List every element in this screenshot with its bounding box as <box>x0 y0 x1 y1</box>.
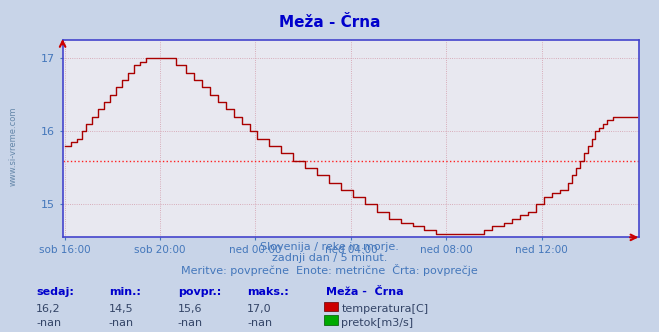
Text: www.si-vreme.com: www.si-vreme.com <box>9 106 18 186</box>
Text: 14,5: 14,5 <box>109 304 133 314</box>
Text: -nan: -nan <box>247 318 272 328</box>
Text: 16,2: 16,2 <box>36 304 61 314</box>
Text: -nan: -nan <box>178 318 203 328</box>
Text: povpr.:: povpr.: <box>178 287 221 297</box>
Text: zadnji dan / 5 minut.: zadnji dan / 5 minut. <box>272 253 387 263</box>
Text: temperatura[C]: temperatura[C] <box>341 304 428 314</box>
Text: Slovenija / reke in morje.: Slovenija / reke in morje. <box>260 242 399 252</box>
Text: -nan: -nan <box>36 318 61 328</box>
Text: Meža -  Črna: Meža - Črna <box>326 287 404 297</box>
Text: Meža - Črna: Meža - Črna <box>279 15 380 30</box>
Text: pretok[m3/s]: pretok[m3/s] <box>341 318 413 328</box>
Text: Meritve: povprečne  Enote: metrične  Črta: povprečje: Meritve: povprečne Enote: metrične Črta:… <box>181 264 478 276</box>
Text: min.:: min.: <box>109 287 140 297</box>
Text: maks.:: maks.: <box>247 287 289 297</box>
Text: -nan: -nan <box>109 318 134 328</box>
Text: 15,6: 15,6 <box>178 304 202 314</box>
Text: sedaj:: sedaj: <box>36 287 74 297</box>
Text: 17,0: 17,0 <box>247 304 272 314</box>
